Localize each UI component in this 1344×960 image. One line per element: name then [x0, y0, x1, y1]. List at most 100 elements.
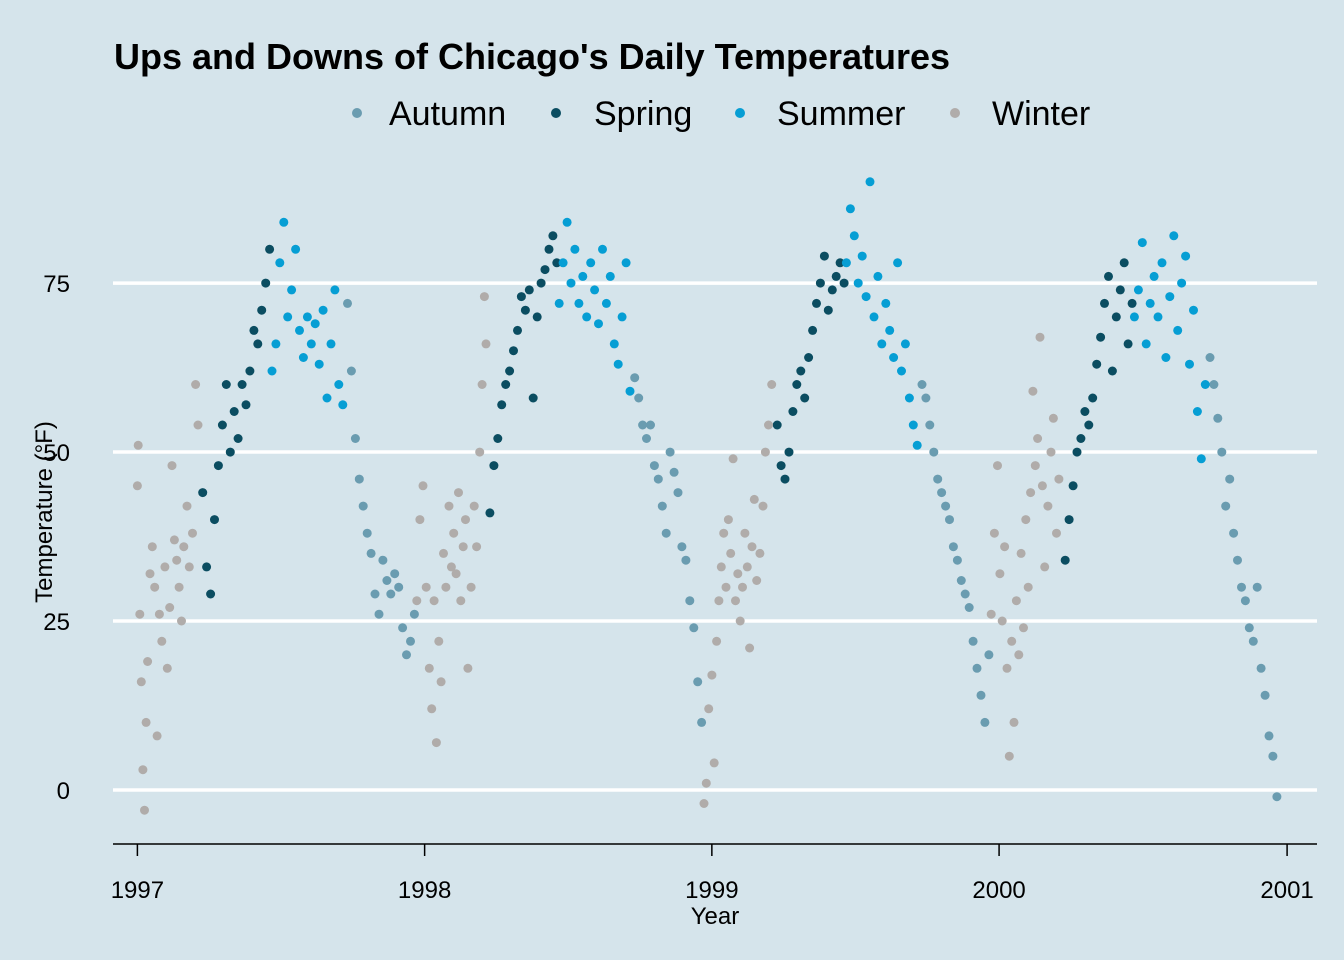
point-winter	[1035, 332, 1045, 342]
point-summer	[318, 305, 328, 315]
point-winter	[182, 501, 192, 511]
point-spring	[528, 393, 538, 403]
y-axis-ticks: 0 25 50 75	[43, 271, 70, 805]
point-spring	[524, 285, 534, 295]
legend: Autumn Spring Summer Winter	[352, 95, 1090, 133]
point-winter	[1004, 751, 1014, 761]
point-winter	[1030, 461, 1040, 471]
point-spring	[1068, 481, 1078, 491]
point-summer	[1189, 305, 1198, 315]
point-winter	[188, 528, 197, 538]
point-spring	[839, 278, 849, 288]
point-autumn	[343, 298, 352, 308]
point-summer	[621, 258, 631, 268]
point-autumn	[976, 690, 986, 700]
point-winter	[481, 339, 491, 349]
point-summer	[845, 204, 855, 214]
point-summer	[861, 292, 871, 302]
point-winter	[767, 380, 777, 389]
point-summer	[873, 271, 883, 281]
point-autumn	[960, 589, 970, 599]
point-summer	[1196, 454, 1206, 464]
point-autumn	[956, 576, 966, 585]
point-autumn	[929, 447, 939, 457]
point-summer	[613, 359, 623, 369]
point-spring	[1111, 312, 1121, 322]
point-autumn	[1205, 353, 1215, 362]
point-autumn	[1240, 596, 1250, 606]
point-winter	[738, 582, 747, 592]
point-spring	[245, 366, 255, 376]
point-winter	[1000, 542, 1010, 552]
point-winter	[441, 582, 451, 592]
point-winter	[719, 528, 729, 538]
point-autumn	[1252, 582, 1262, 592]
point-summer	[334, 380, 344, 389]
point-summer	[298, 353, 308, 362]
point-winter	[714, 596, 724, 606]
point-spring	[1115, 285, 1125, 295]
point-winter	[429, 596, 439, 606]
point-winter	[986, 609, 996, 619]
legend-marker-winter	[950, 108, 960, 118]
y-axis-title: Temperature (°F)	[31, 421, 58, 603]
point-winter	[716, 562, 726, 572]
point-summer	[1177, 278, 1187, 288]
point-winter	[427, 704, 437, 714]
point-summer	[885, 325, 895, 335]
point-spring	[509, 346, 518, 356]
point-summer	[1161, 353, 1171, 362]
point-summer	[578, 271, 588, 281]
point-summer	[1200, 380, 1210, 389]
point-winter	[749, 494, 759, 504]
point-spring	[544, 244, 554, 254]
point-winter	[760, 447, 770, 457]
point-autumn	[642, 434, 651, 443]
point-autumn	[972, 663, 982, 673]
point-spring	[804, 353, 814, 362]
point-spring	[815, 278, 825, 288]
point-autumn	[697, 717, 707, 727]
point-winter	[446, 562, 456, 572]
point-spring	[772, 420, 782, 430]
series-winter	[132, 292, 1064, 815]
point-summer	[594, 319, 603, 329]
point-spring	[237, 380, 247, 389]
point-winter	[712, 636, 722, 646]
point-spring	[516, 292, 526, 302]
point-autumn	[937, 488, 947, 498]
point-winter	[989, 528, 999, 538]
point-winter	[412, 596, 422, 606]
point-summer	[912, 440, 922, 450]
point-spring	[253, 339, 263, 349]
point-summer	[1129, 312, 1139, 322]
point-summer	[1169, 231, 1179, 241]
point-spring	[776, 461, 786, 471]
point-winter	[1026, 488, 1036, 498]
point-winter	[132, 481, 142, 491]
point-spring	[206, 589, 216, 599]
legend-label-winter: Winter	[992, 95, 1090, 133]
point-winter	[431, 738, 441, 748]
point-autumn	[1213, 413, 1223, 423]
point-spring	[788, 407, 798, 416]
point-summer	[881, 298, 891, 308]
point-winter	[1052, 528, 1061, 538]
point-spring	[1072, 447, 1082, 457]
point-winter	[733, 569, 743, 579]
point-spring	[812, 298, 821, 308]
point-spring	[1127, 298, 1137, 308]
point-spring	[831, 271, 841, 281]
point-autumn	[925, 420, 935, 430]
point-winter	[752, 576, 762, 585]
point-autumn	[1256, 663, 1266, 673]
point-winter	[456, 596, 466, 606]
point-winter	[731, 596, 740, 606]
point-winter	[745, 643, 755, 653]
point-summer	[314, 359, 324, 369]
point-spring	[1104, 271, 1113, 281]
point-spring	[548, 231, 558, 241]
point-summer	[558, 258, 568, 268]
point-spring	[835, 258, 845, 268]
point-summer	[574, 298, 584, 308]
